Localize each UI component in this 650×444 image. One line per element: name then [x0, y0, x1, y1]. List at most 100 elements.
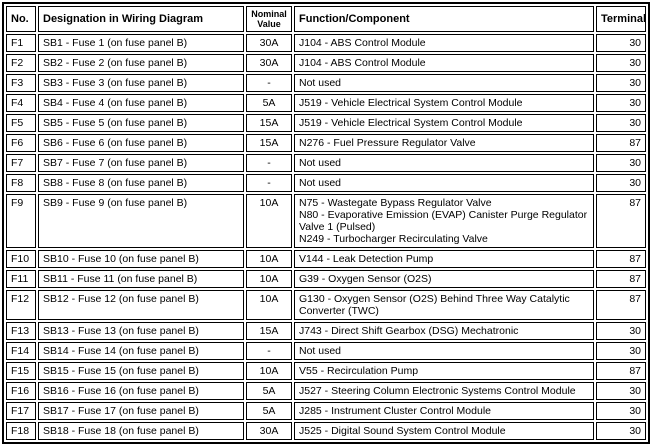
cell-designation: SB14 - Fuse 14 (on fuse panel B): [38, 342, 244, 360]
cell-designation: SB12 - Fuse 12 (on fuse panel B): [38, 290, 244, 320]
cell-no: F7: [6, 154, 36, 172]
cell-function: J743 - Direct Shift Gearbox (DSG) Mechat…: [294, 322, 594, 340]
cell-no: F2: [6, 54, 36, 72]
cell-nominal-value: 15A: [246, 114, 292, 132]
table-row: F1 SB1 - Fuse 1 (on fuse panel B) 30A J1…: [6, 34, 646, 52]
cell-function: J104 - ABS Control Module: [294, 54, 594, 72]
cell-no: F8: [6, 174, 36, 192]
cell-terminal: 30: [596, 74, 646, 92]
cell-no: F3: [6, 74, 36, 92]
cell-no: F6: [6, 134, 36, 152]
cell-function: G39 - Oxygen Sensor (O2S): [294, 270, 594, 288]
cell-no: F18: [6, 422, 36, 440]
cell-designation: SB17 - Fuse 17 (on fuse panel B): [38, 402, 244, 420]
cell-nominal-value: 10A: [246, 362, 292, 380]
cell-terminal: 87: [596, 290, 646, 320]
cell-terminal: 87: [596, 250, 646, 268]
cell-terminal: 30: [596, 422, 646, 440]
cell-no: F9: [6, 194, 36, 248]
cell-designation: SB3 - Fuse 3 (on fuse panel B): [38, 74, 244, 92]
table-row: F10 SB10 - Fuse 10 (on fuse panel B) 10A…: [6, 250, 646, 268]
table-row: F14 SB14 - Fuse 14 (on fuse panel B) - N…: [6, 342, 646, 360]
table-row: F6 SB6 - Fuse 6 (on fuse panel B) 15A N2…: [6, 134, 646, 152]
cell-nominal-value: 10A: [246, 270, 292, 288]
cell-nominal-value: 5A: [246, 402, 292, 420]
cell-function: N75 - Wastegate Bypass Regulator Valve N…: [294, 194, 594, 248]
cell-designation: SB8 - Fuse 8 (on fuse panel B): [38, 174, 244, 192]
table-row: F12 SB12 - Fuse 12 (on fuse panel B) 10A…: [6, 290, 646, 320]
cell-terminal: 30: [596, 322, 646, 340]
table-row: F8 SB8 - Fuse 8 (on fuse panel B) - Not …: [6, 174, 646, 192]
header-no: No.: [6, 6, 36, 32]
cell-function: J527 - Steering Column Electronic System…: [294, 382, 594, 400]
table-row: F4 SB4 - Fuse 4 (on fuse panel B) 5A J51…: [6, 94, 646, 112]
fuse-table-body: F1 SB1 - Fuse 1 (on fuse panel B) 30A J1…: [6, 34, 646, 440]
cell-designation: SB10 - Fuse 10 (on fuse panel B): [38, 250, 244, 268]
table-row: F16 SB16 - Fuse 16 (on fuse panel B) 5A …: [6, 382, 646, 400]
table-row: F9 SB9 - Fuse 9 (on fuse panel B) 10A N7…: [6, 194, 646, 248]
header-designation: Designation in Wiring Diagram: [38, 6, 244, 32]
cell-function: J104 - ABS Control Module: [294, 34, 594, 52]
cell-function: V55 - Recirculation Pump: [294, 362, 594, 380]
cell-designation: SB16 - Fuse 16 (on fuse panel B): [38, 382, 244, 400]
cell-nominal-value: -: [246, 342, 292, 360]
cell-function: Not used: [294, 74, 594, 92]
cell-terminal: 30: [596, 174, 646, 192]
cell-no: F13: [6, 322, 36, 340]
table-row: F11 SB11 - Fuse 11 (on fuse panel B) 10A…: [6, 270, 646, 288]
cell-nominal-value: 10A: [246, 194, 292, 248]
cell-designation: SB18 - Fuse 18 (on fuse panel B): [38, 422, 244, 440]
cell-nominal-value: 30A: [246, 54, 292, 72]
cell-nominal-value: -: [246, 174, 292, 192]
cell-designation: SB9 - Fuse 9 (on fuse panel B): [38, 194, 244, 248]
cell-function: G130 - Oxygen Sensor (O2S) Behind Three …: [294, 290, 594, 320]
cell-function: Not used: [294, 174, 594, 192]
cell-nominal-value: 15A: [246, 134, 292, 152]
table-row: F3 SB3 - Fuse 3 (on fuse panel B) - Not …: [6, 74, 646, 92]
cell-nominal-value: 10A: [246, 290, 292, 320]
table-row: F2 SB2 - Fuse 2 (on fuse panel B) 30A J1…: [6, 54, 646, 72]
cell-no: F11: [6, 270, 36, 288]
cell-no: F4: [6, 94, 36, 112]
cell-terminal: 87: [596, 270, 646, 288]
table-row: F7 SB7 - Fuse 7 (on fuse panel B) - Not …: [6, 154, 646, 172]
table-row: F18 SB18 - Fuse 18 (on fuse panel B) 30A…: [6, 422, 646, 440]
cell-designation: SB1 - Fuse 1 (on fuse panel B): [38, 34, 244, 52]
header-terminal: Terminal: [596, 6, 646, 32]
cell-function: J525 - Digital Sound System Control Modu…: [294, 422, 594, 440]
cell-no: F12: [6, 290, 36, 320]
cell-no: F1: [6, 34, 36, 52]
cell-nominal-value: 5A: [246, 94, 292, 112]
cell-nominal-value: 30A: [246, 34, 292, 52]
cell-terminal: 30: [596, 54, 646, 72]
cell-designation: SB5 - Fuse 5 (on fuse panel B): [38, 114, 244, 132]
cell-terminal: 30: [596, 114, 646, 132]
cell-function: J519 - Vehicle Electrical System Control…: [294, 114, 594, 132]
header-row: No. Designation in Wiring Diagram Nomina…: [6, 6, 646, 32]
header-nominal-value: Nominal Value: [246, 6, 292, 32]
cell-function: Not used: [294, 342, 594, 360]
cell-no: F10: [6, 250, 36, 268]
cell-function: N276 - Fuel Pressure Regulator Valve: [294, 134, 594, 152]
cell-no: F16: [6, 382, 36, 400]
cell-designation: SB2 - Fuse 2 (on fuse panel B): [38, 54, 244, 72]
cell-no: F14: [6, 342, 36, 360]
table-row: F15 SB15 - Fuse 15 (on fuse panel B) 10A…: [6, 362, 646, 380]
cell-designation: SB11 - Fuse 11 (on fuse panel B): [38, 270, 244, 288]
cell-function: J285 - Instrument Cluster Control Module: [294, 402, 594, 420]
cell-no: F5: [6, 114, 36, 132]
cell-terminal: 30: [596, 94, 646, 112]
cell-designation: SB15 - Fuse 15 (on fuse panel B): [38, 362, 244, 380]
cell-terminal: 30: [596, 34, 646, 52]
header-function: Function/Component: [294, 6, 594, 32]
cell-nominal-value: -: [246, 74, 292, 92]
cell-function: Not used: [294, 154, 594, 172]
table-row: F5 SB5 - Fuse 5 (on fuse panel B) 15A J5…: [6, 114, 646, 132]
cell-nominal-value: 10A: [246, 250, 292, 268]
cell-nominal-value: 5A: [246, 382, 292, 400]
cell-terminal: 30: [596, 342, 646, 360]
cell-function: V144 - Leak Detection Pump: [294, 250, 594, 268]
table-row: F17 SB17 - Fuse 17 (on fuse panel B) 5A …: [6, 402, 646, 420]
table-row: F13 SB13 - Fuse 13 (on fuse panel B) 15A…: [6, 322, 646, 340]
